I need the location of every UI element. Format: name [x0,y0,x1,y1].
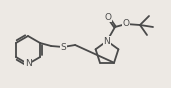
Text: S: S [60,43,66,51]
Text: O: O [122,20,129,29]
Text: N: N [104,37,110,45]
Text: O: O [104,12,111,21]
Text: N: N [25,59,31,68]
